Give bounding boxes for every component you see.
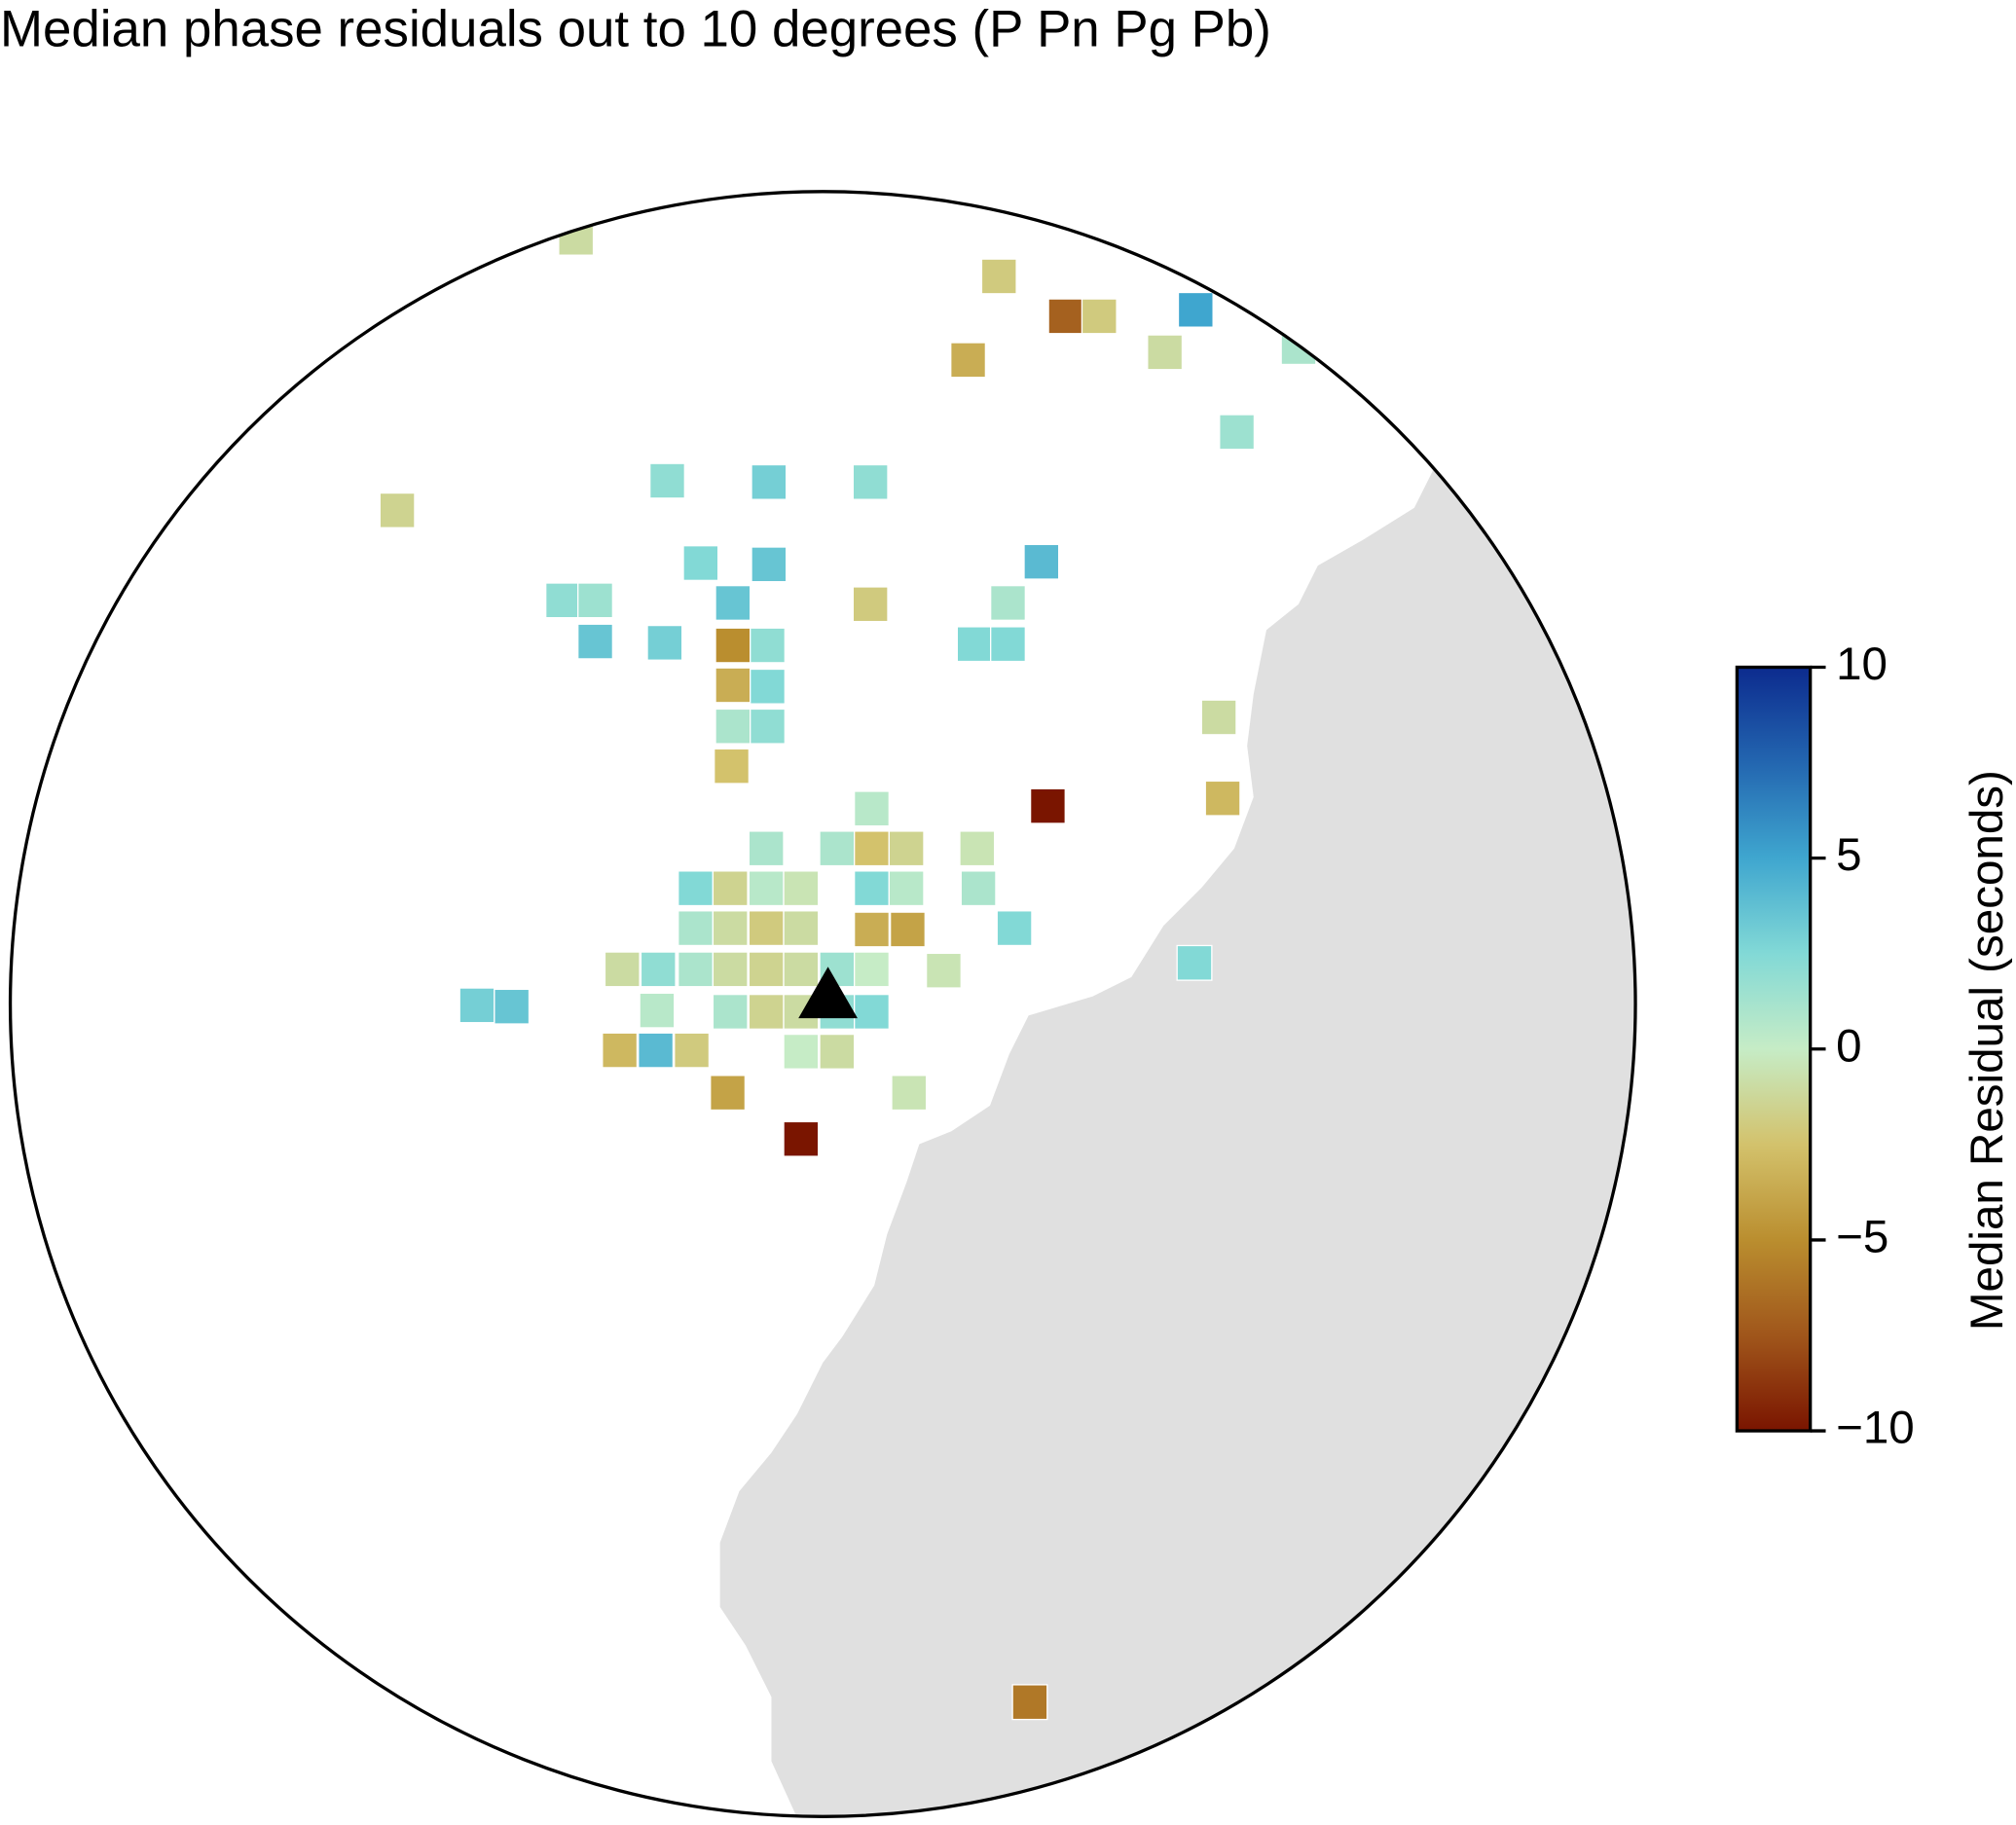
station-square (996, 910, 1033, 947)
station-square (1047, 298, 1084, 335)
colorbar-tick-label: −10 (1836, 1403, 1915, 1454)
station-square (494, 988, 531, 1025)
station-square (891, 1075, 928, 1112)
station-square (888, 870, 925, 907)
station-square (1177, 291, 1214, 328)
station-square (854, 790, 890, 827)
station-square (925, 952, 962, 989)
station-square (748, 910, 785, 947)
station-square (956, 626, 993, 663)
station-square (854, 993, 890, 1030)
station-square (712, 870, 749, 907)
station-square (715, 627, 751, 664)
station-square (852, 463, 889, 500)
station-square (648, 462, 685, 499)
station-square (1200, 699, 1237, 736)
land (719, 385, 1636, 1817)
station-square (783, 1033, 820, 1070)
station-square (1081, 298, 1118, 335)
station-square (715, 584, 751, 621)
colorbar-tick-label: 0 (1836, 1020, 1861, 1072)
station-square (678, 951, 715, 988)
station-square (1176, 944, 1213, 981)
station-square (980, 258, 1017, 295)
colorbar-tick-label: −5 (1836, 1211, 1888, 1262)
station-square (750, 668, 787, 705)
station-square (577, 623, 614, 660)
station-square (783, 1120, 820, 1157)
station-square (712, 993, 749, 1030)
station-square (783, 910, 820, 947)
station-square (714, 748, 751, 785)
station-square (819, 1033, 856, 1070)
station-square (602, 1032, 639, 1069)
colorbar (1735, 665, 1813, 1433)
colorbar-label: Median Residual (seconds) (1961, 770, 2013, 1331)
station-triangle (798, 967, 858, 1019)
station-square (678, 870, 715, 907)
station-square (751, 546, 788, 583)
station-square (783, 870, 820, 907)
station-square (1029, 787, 1066, 824)
station-square (990, 626, 1026, 663)
station-square (990, 584, 1026, 621)
station-square (682, 545, 719, 582)
station-square (950, 342, 987, 379)
station-square (577, 582, 614, 619)
station-square (750, 627, 787, 664)
station-square (889, 911, 926, 948)
station-square (1147, 334, 1184, 371)
station-square (748, 993, 785, 1030)
station-square (783, 951, 820, 988)
station-square (888, 830, 925, 867)
station-square (710, 1075, 747, 1112)
station-square (1023, 543, 1060, 580)
station-square (960, 870, 997, 907)
station-square (748, 951, 785, 988)
station-square (750, 708, 787, 745)
station-square (712, 910, 749, 947)
globe-outline (8, 190, 1637, 1818)
station-square (1219, 414, 1256, 451)
station-square (458, 987, 495, 1024)
station-square (751, 463, 788, 500)
colorbar-tick-label: 5 (1836, 829, 1861, 881)
station-square (748, 870, 785, 907)
station-square (854, 830, 890, 867)
station-square (712, 951, 749, 988)
station-square (959, 830, 996, 867)
station-square (852, 586, 889, 623)
station-square (639, 992, 676, 1029)
station-square (545, 582, 581, 619)
station-square (1011, 1684, 1048, 1721)
station-square (715, 667, 751, 704)
station-square (854, 951, 890, 988)
chart-title: Median phase residuals out to 10 degrees… (0, 1, 1271, 58)
station-square (604, 951, 641, 988)
station-square (854, 911, 890, 948)
station-square (674, 1032, 711, 1069)
station-square (640, 951, 677, 988)
station-square (678, 910, 715, 947)
colorbar-tick-label: 10 (1836, 639, 1888, 690)
station-square (1204, 780, 1241, 817)
station-square (646, 624, 683, 661)
station-square (854, 870, 890, 907)
station-square (748, 830, 785, 867)
station-square (379, 492, 416, 529)
station-square (715, 708, 751, 745)
station-square (638, 1032, 675, 1069)
station-square (819, 830, 856, 867)
